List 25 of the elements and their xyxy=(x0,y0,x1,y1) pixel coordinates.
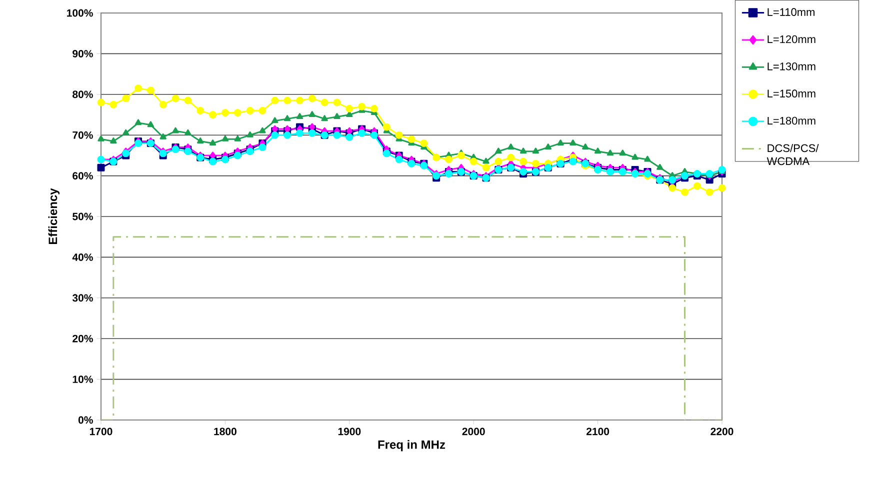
y-tick-label: 40% xyxy=(72,253,93,261)
legend-label: L=150mm xyxy=(768,90,816,98)
y-axis-title: Efficiency xyxy=(48,188,60,244)
y-tick-label: 20% xyxy=(72,334,93,342)
x-tick-label: 1700 xyxy=(90,428,112,436)
y-tick-label: 80% xyxy=(72,90,93,98)
x-axis-title: Freq in MHz xyxy=(378,440,446,452)
x-tick-label: 1900 xyxy=(338,428,361,436)
legend-label: L=130mm xyxy=(768,62,816,70)
y-tick-label: 50% xyxy=(72,212,93,220)
x-tick-label: 2000 xyxy=(462,428,485,436)
legend-label: L=180mm xyxy=(768,116,816,125)
y-tick-label: 0% xyxy=(78,416,93,424)
legend-label: DCS/PCS/ WCDMA xyxy=(766,144,819,166)
x-tick-label: 2100 xyxy=(586,428,610,436)
x-tick-label: 1800 xyxy=(214,428,236,436)
y-tick-label: 10% xyxy=(72,376,93,384)
legend-label: L=120mm xyxy=(768,35,816,44)
legend-label: L=110mm xyxy=(768,8,814,16)
y-tick-label: 30% xyxy=(72,294,93,302)
y-tick-label: 90% xyxy=(72,50,93,58)
y-tick-label: 70% xyxy=(72,131,93,139)
x-tick-label: 2200 xyxy=(710,428,734,436)
y-tick-label: 60% xyxy=(72,172,93,180)
y-tick-label: 100% xyxy=(67,9,93,17)
